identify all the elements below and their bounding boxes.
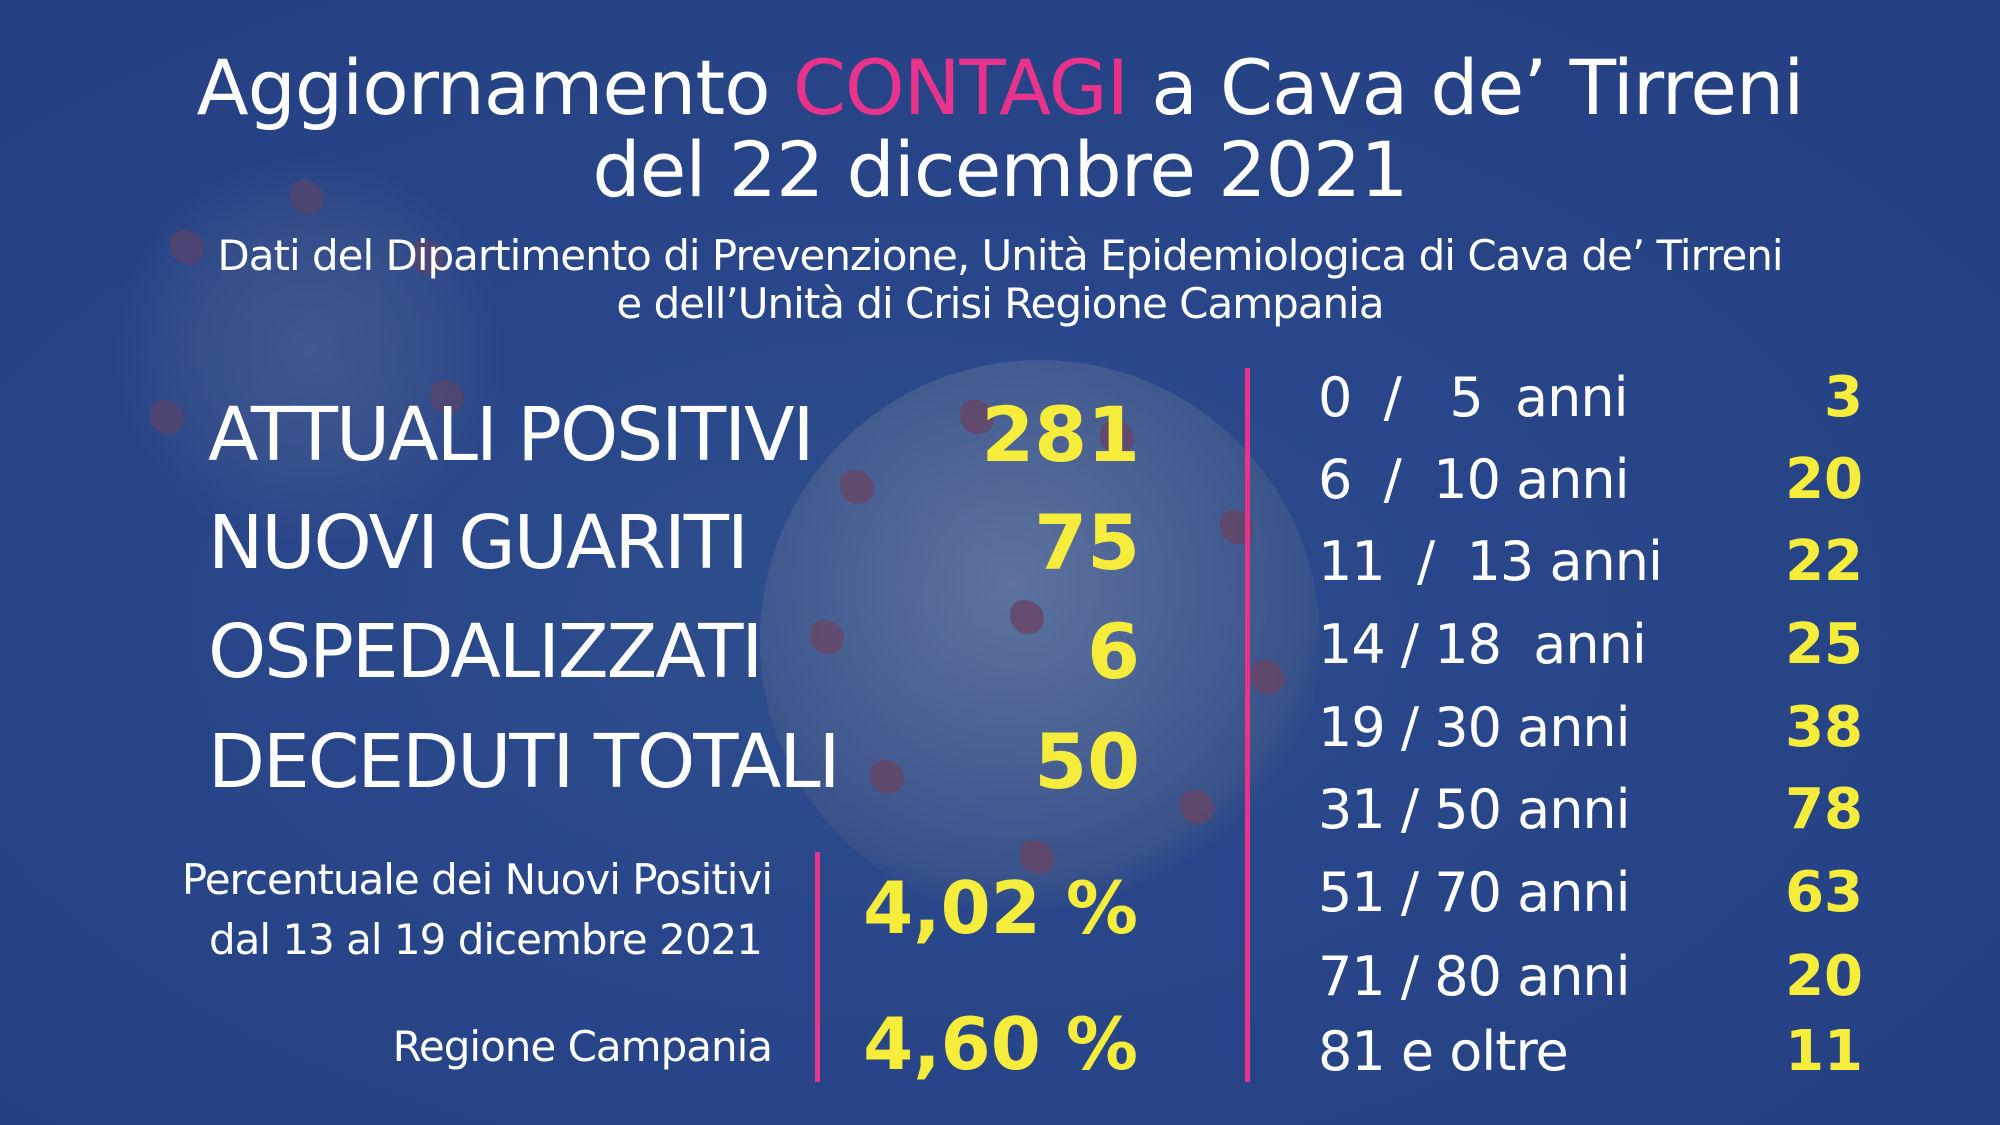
stat-label-deceduti-totali: DECEDUTI TOTALI	[208, 719, 840, 805]
age-row: 71 / 80 anni 20	[1318, 937, 1863, 1017]
divider-percentages	[815, 852, 820, 1082]
page-title: Aggiornamento CONTAGI a Cava de’ Tirreni	[0, 48, 2000, 128]
age-label: 51 / 70 anni	[1318, 861, 1631, 924]
age-value: 22	[1785, 529, 1863, 594]
stat-label-attuali-positivi: ATTUALI POSITIVI	[208, 392, 814, 478]
age-value: 20	[1785, 447, 1863, 512]
stat-label-nuovi-guariti: NUOVI GUARITI	[208, 500, 749, 586]
age-label: 6 / 10 anni	[1318, 448, 1630, 511]
pct-region-value: 4,60 %	[863, 1002, 1138, 1086]
stat-value-deceduti-totali: 50	[1034, 717, 1140, 806]
age-value: 20	[1785, 944, 1863, 1009]
title-highlight: CONTAGI	[792, 43, 1129, 132]
age-value: 63	[1785, 860, 1863, 925]
age-value: 25	[1785, 612, 1863, 677]
divider-age-table	[1245, 368, 1250, 1082]
age-label: 14 / 18 anni	[1318, 613, 1647, 676]
age-row: 14 / 18 anni 25	[1318, 605, 1863, 685]
age-label: 71 / 80 anni	[1318, 945, 1631, 1008]
age-label: 81 e oltre	[1318, 1020, 1569, 1083]
age-label: 19 / 30 anni	[1318, 696, 1631, 759]
title-date: del 22 dicembre 2021	[592, 125, 1408, 214]
age-row: 51 / 70 anni 63	[1318, 853, 1863, 933]
age-row: 6 / 10 anni 20	[1318, 440, 1863, 520]
age-label: 0 / 5 anni	[1318, 366, 1629, 429]
age-label: 31 / 50 anni	[1318, 778, 1631, 841]
stat-value-ospedalizzati: 6	[1087, 607, 1140, 696]
age-row: 0 / 5 anni 3	[1318, 358, 1863, 438]
age-row: 31 / 50 anni 78	[1318, 770, 1863, 850]
stat-value-nuovi-guariti: 75	[1034, 498, 1140, 587]
age-value: 11	[1785, 1019, 1863, 1084]
pct-region-label: Regione Campania	[392, 1022, 773, 1071]
title-prefix: Aggiornamento	[196, 43, 771, 132]
subtitle-line2: e dell’Unità di Crisi Regione Campania	[616, 279, 1384, 328]
pct-local-value: 4,02 %	[863, 866, 1138, 950]
age-row: 11 / 13 anni 22	[1318, 522, 1863, 602]
title-suffix: a Cava de’ Tirreni	[1151, 43, 1804, 132]
age-value: 38	[1785, 695, 1863, 760]
stat-label-ospedalizzati: OSPEDALIZZATI	[208, 609, 763, 695]
age-value: 78	[1785, 777, 1863, 842]
age-row: 81 e oltre 11	[1318, 1012, 1863, 1092]
pct-local-label-line1: Percentuale dei Nuovi Positivi	[181, 855, 773, 904]
pct-local-label-line2: dal 13 al 19 dicembre 2021	[208, 915, 763, 964]
subtitle-line1: Dati del Dipartimento di Prevenzione, Un…	[217, 231, 1783, 280]
age-label: 11 / 13 anni	[1318, 530, 1663, 593]
virus-illustration-large	[760, 360, 1320, 920]
stat-value-attuali-positivi: 281	[981, 390, 1140, 479]
virus-illustration-small	[110, 150, 510, 550]
age-row: 19 / 30 anni 38	[1318, 688, 1863, 768]
age-value: 3	[1824, 365, 1863, 430]
